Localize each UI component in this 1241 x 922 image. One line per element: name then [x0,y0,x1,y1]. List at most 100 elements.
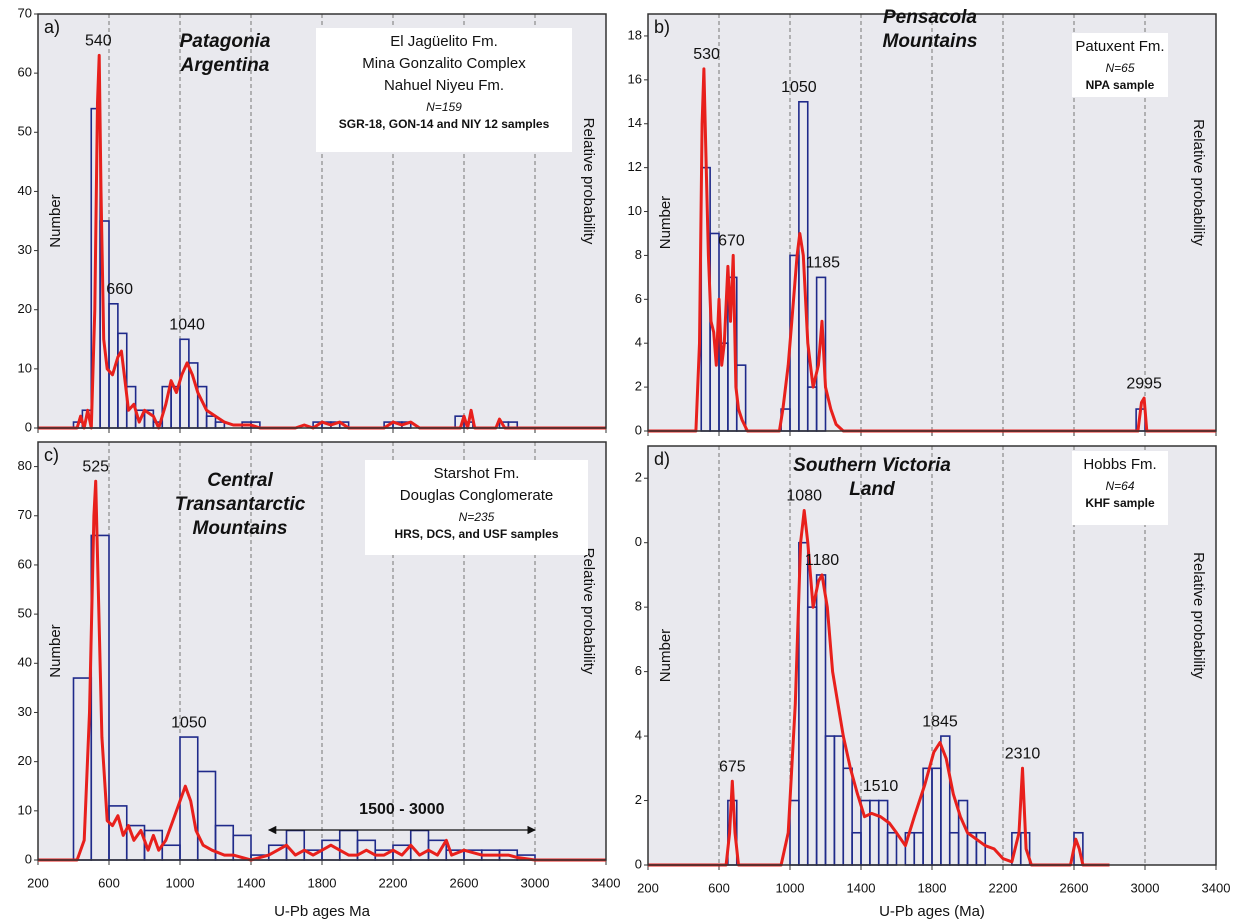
x-tick-label: 1400 [847,880,876,895]
legend-text: El Jagüelito Fm. [390,33,498,50]
x-tick-label: 1400 [237,875,266,890]
y-tick-label: 20 [18,301,32,316]
legend-text: N=235 [459,510,495,524]
x-tick-label: 2200 [989,880,1018,895]
y-tick-label: 2 [635,792,642,807]
y2-axis-label: Relative probability [1190,552,1207,679]
panel-title: Patagonia [180,31,271,52]
y-tick-label: 10 [628,203,642,218]
x-tick-label: 2600 [450,875,479,890]
peak-label: 1080 [786,488,822,505]
x-tick-label: 600 [708,880,730,895]
x-tick-label: 3000 [521,875,550,890]
y-tick-label: 80 [18,458,32,473]
y-axis-label: Number [657,196,674,249]
y2-axis-label: Relative probability [1190,119,1207,246]
peak-label: 1040 [169,317,205,334]
x-tick-label: 200 [27,875,49,890]
y-tick-label: 2 [635,470,642,485]
y-axis-label: Number [657,629,674,682]
x-tick-label: 600 [98,875,120,890]
x-tick-label: 1800 [918,880,947,895]
y-axis-label: Number [47,624,64,677]
panel-label: b) [654,17,670,37]
panel-label: c) [44,445,59,465]
y-tick-label: 18 [628,27,642,42]
x-tick-label: 1800 [308,875,337,890]
panel-title: Central [207,470,273,491]
plot-frame [37,13,607,429]
y2-axis-label: Relative probability [580,548,597,675]
peak-label: 525 [82,459,109,476]
range-label: 1500 - 3000 [359,801,445,818]
peak-label: 2310 [1005,746,1041,763]
peak-label: 660 [106,281,133,298]
peak-label: 1180 [805,552,840,569]
y-tick-label: 4 [635,335,642,350]
y-tick-label: 16 [628,71,642,86]
peak-label: 1050 [781,79,817,96]
panel-label: a) [44,17,60,37]
x-axis-label: U-Pb ages (Ma) [879,903,985,920]
y-tick-label: 30 [18,242,32,257]
y-tick-label: 8 [635,247,642,262]
x-tick-label: 3400 [1202,880,1231,895]
y-tick-label: 6 [635,291,642,306]
peak-label: 540 [85,33,112,50]
x-tick-label: 1000 [166,875,195,890]
legend-box [365,460,588,555]
legend-text: Douglas Conglomerate [400,487,553,504]
legend-text: Mina Gonzalito Complex [362,55,526,72]
y-tick-label: 10 [18,802,32,817]
legend-text: SGR-18, GON-14 and NIY 12 samples [339,117,550,131]
panel-title: Mountains [193,518,288,539]
plot-frame [647,13,1217,432]
panel-title: Pensacola [883,7,977,28]
y-tick-label: 8 [635,599,642,614]
peak-label: 670 [718,233,745,250]
plot-frame [37,441,607,861]
probability-curve [38,53,606,430]
probability-curve [38,479,606,862]
y-tick-label: 20 [18,753,32,768]
y-tick-label: 60 [18,65,32,80]
y-tick-label: 0 [635,422,642,437]
legend-text: N=65 [1105,61,1134,75]
panel-title: Southern Victoria [793,455,951,476]
y-tick-label: 12 [628,159,642,174]
y-tick-label: 10 [18,360,32,375]
legend-text: Patuxent Fm. [1075,38,1164,55]
y-tick-label: 30 [18,704,32,719]
y2-axis-label: Relative probability [580,118,597,245]
y-tick-label: 0 [635,534,642,549]
plot-frame [647,445,1217,866]
legend-text: Starshot Fm. [434,465,520,482]
peak-label: 1510 [863,778,899,795]
peak-label: 1185 [806,255,841,272]
x-tick-label: 2600 [1060,880,1089,895]
panel-title: Argentina [180,55,270,76]
y-tick-label: 50 [18,124,32,139]
y-tick-label: 4 [635,728,642,743]
legend-text: Hobbs Fm. [1083,456,1156,473]
peak-label: 1050 [171,714,207,731]
legend-box [1072,451,1168,525]
x-tick-label: 3400 [592,875,621,890]
legend-text: KHF sample [1085,496,1155,510]
panel-title: Transantarctic [175,494,306,515]
legend-text: N=159 [426,100,462,114]
peak-label: 530 [693,46,720,63]
x-tick-label: 1000 [776,880,805,895]
x-tick-label: 3000 [1131,880,1160,895]
y-tick-label: 60 [18,556,32,571]
peak-label: 1845 [922,713,958,730]
y-axis-label: Number [47,194,64,247]
peak-label: 675 [719,758,746,775]
y-tick-label: 0 [25,851,32,866]
x-tick-label: 200 [637,880,659,895]
legend-box [1072,33,1168,97]
legend-box [316,28,572,152]
y-tick-label: 70 [18,5,32,20]
y-tick-label: 6 [635,663,642,678]
